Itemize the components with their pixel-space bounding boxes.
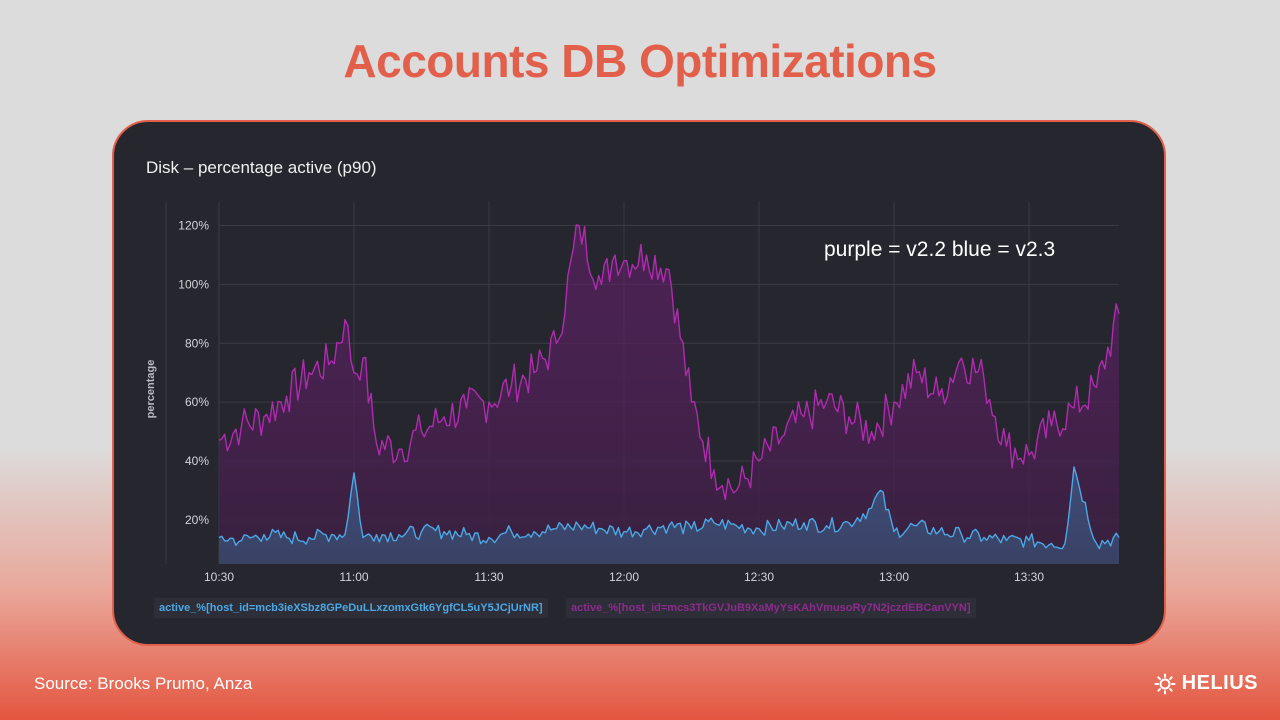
legend-item-purple[interactable]: active_%[host_id=mcs3TkGVJuB9XaMyYsKAhVm… [566,598,976,618]
y-tick-label: 80% [185,336,209,350]
series-area-0 [219,466,1119,564]
chart-panel: Disk – percentage active (p90) 20% 40% 60%… [112,120,1166,646]
x-tick-label: 13:00 [879,570,909,584]
chart-title: Disk – percentage active (p90) [146,158,377,177]
series-areas [218,224,1120,564]
chart-plot: 20% 40% 60% 80% 100% 120% 10:30 11:00 11:30 12:00… [145,202,1120,584]
helius-logo-text: HELIUS [1181,672,1258,694]
tick-labels: 20% 40% 60% 80% 100% 120% 10:30 11:00 11:30 12:00… [178,219,1044,584]
version-annotation: purple = v2.2 blue = v2.3 [824,238,1055,261]
y-tick-label: 120% [178,219,209,233]
y-tick-label: 20% [185,513,209,527]
x-tick-label: 10:30 [204,570,234,584]
legend-item-blue[interactable]: active_%[host_id=mcb3ieXSbz8GPeDuLLxzomx… [154,598,548,618]
series-line-0 [218,466,1120,550]
y-tick-label: 60% [185,395,209,409]
y-tick-label: 40% [185,454,209,468]
x-tick-label: 11:30 [474,570,503,584]
x-tick-label: 13:30 [1014,570,1044,584]
source-credit: Source: Brooks Prumo, Anza [34,674,253,693]
series-line-1 [218,224,1120,501]
x-tick-label: 11:00 [339,570,368,584]
helius-sun-icon [1154,673,1176,694]
slide-title: Accounts DB Optimizations [343,35,937,87]
y-axis-title: percentage [145,360,157,419]
y-tick-label: 100% [178,277,209,291]
x-tick-label: 12:30 [744,570,774,584]
series-area-1 [219,225,1119,564]
x-tick-label: 12:00 [609,570,639,584]
helius-logo: HELIUS [1154,672,1258,695]
